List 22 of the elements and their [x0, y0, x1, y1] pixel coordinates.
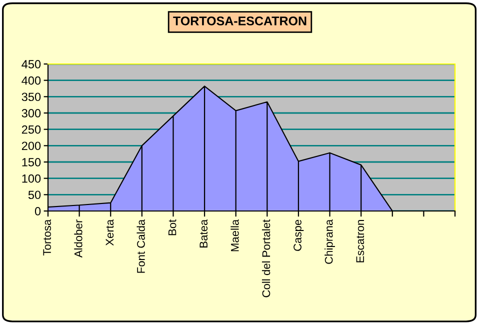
x-tick-label: Font Calda [136, 219, 145, 273]
y-tick-label: 400 [22, 76, 41, 85]
x-tick-label: Batea [200, 219, 208, 248]
x-tick-label: Bot [168, 219, 176, 236]
y-tick-label: 300 [22, 109, 41, 118]
x-tick-label: Coll del Portalet [262, 219, 270, 298]
y-tick-label: 100 [22, 174, 41, 183]
x-tick-label: Xerta [106, 219, 114, 246]
chart-title: TORTOSA-ESCATRON [173, 16, 306, 26]
y-tick-label: 50 [28, 190, 41, 200]
y-tick-label: 0 [34, 207, 41, 216]
y-tick-label: 200 [22, 142, 41, 150]
x-tick-label: Tortosa [43, 219, 51, 256]
x-tick-label: Aldober [74, 220, 82, 258]
y-tick-label: 250 [22, 125, 41, 134]
y-tick-label: 350 [22, 92, 41, 102]
x-tick-label: Caspe [294, 220, 304, 251]
x-tick-label: Chiprana [324, 219, 335, 264]
y-tick-label: 450 [22, 60, 41, 68]
x-tick-label: Maella [230, 219, 239, 252]
y-tick-label: 150 [22, 158, 41, 166]
x-tick-label: Escatron [356, 220, 364, 262]
